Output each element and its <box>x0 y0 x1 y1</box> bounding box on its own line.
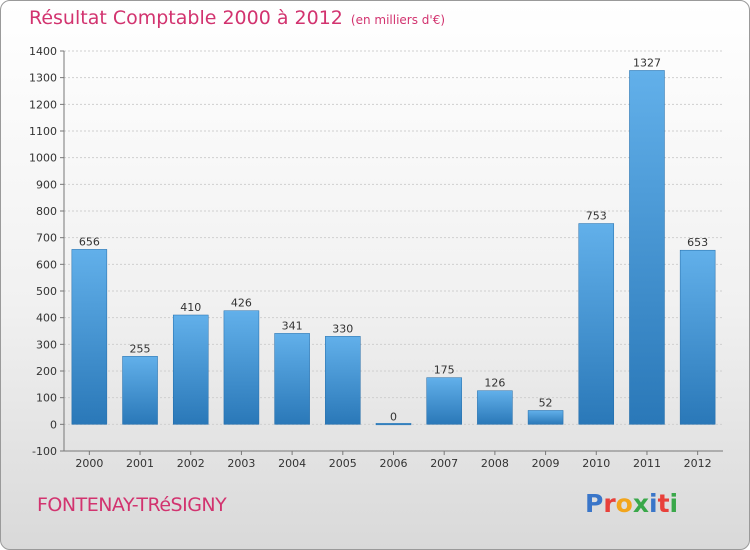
value-label-2011: 1327 <box>633 56 661 69</box>
y-tick-label: 700 <box>36 232 57 245</box>
bar-2002[interactable] <box>172 314 209 425</box>
value-label-2004: 341 <box>282 319 303 332</box>
value-label-2002: 410 <box>180 301 201 314</box>
bar-2004[interactable] <box>274 333 310 425</box>
value-label-2003: 426 <box>231 297 252 310</box>
bar-2000[interactable] <box>71 249 108 425</box>
bar-2007[interactable] <box>426 377 462 425</box>
value-label-2008: 126 <box>484 377 505 390</box>
bar-2009[interactable] <box>527 410 564 425</box>
y-tick-label: -100 <box>32 445 57 458</box>
y-tick-label: 1000 <box>29 152 57 165</box>
logo-letter: x <box>632 489 649 518</box>
axes <box>60 50 723 455</box>
chart-unit: (en milliers d'€) <box>350 13 446 27</box>
bar-2006[interactable] <box>375 423 412 426</box>
y-tick-label: 300 <box>36 338 57 351</box>
bar-2012[interactable] <box>679 249 716 425</box>
x-tick-label-2005: 2005 <box>329 457 357 470</box>
y-tick-label: 800 <box>36 205 57 218</box>
city-name: FONTENAY-TRéSIGNY <box>37 494 227 516</box>
bar-2005[interactable] <box>325 336 361 425</box>
x-tick-label-2002: 2002 <box>177 457 205 470</box>
x-tick-label-2003: 2003 <box>227 457 255 470</box>
y-tick-label: 200 <box>36 365 57 378</box>
logo-letter: r <box>603 489 616 518</box>
value-label-2001: 255 <box>130 342 151 355</box>
x-tick-label-2012: 2012 <box>684 457 712 470</box>
x-tick-label-2001: 2001 <box>126 457 154 470</box>
x-tick-label-2008: 2008 <box>481 457 509 470</box>
y-tick-label: 1100 <box>29 125 57 138</box>
y-tick-label: 1200 <box>29 98 57 111</box>
bar-2003[interactable] <box>223 310 260 425</box>
x-tick-label-2006: 2006 <box>380 457 408 470</box>
x-tick-label-2000: 2000 <box>75 457 103 470</box>
x-tick-label-2010: 2010 <box>582 457 610 470</box>
value-label-2009: 52 <box>539 396 553 409</box>
y-tick-label: 1300 <box>29 72 57 85</box>
chart-title: Résultat Comptable 2000 à 2012 (en millie… <box>29 7 445 29</box>
x-tick-label-2004: 2004 <box>278 457 306 470</box>
labels: -100 0 100 200 300 400 500 600 700 800 900 1000 1100… <box>29 45 712 470</box>
bar-2008[interactable] <box>477 390 513 425</box>
value-label-2007: 175 <box>434 364 455 377</box>
y-tick-label: 600 <box>36 258 57 271</box>
y-tick-label: 500 <box>36 285 57 298</box>
proxiti-logo[interactable]: Proxiti <box>585 489 678 518</box>
x-tick-label-2011: 2011 <box>633 457 661 470</box>
logo-letter: o <box>615 489 633 518</box>
logo-letter: P <box>585 489 604 518</box>
bar-2001[interactable] <box>122 356 158 425</box>
x-tick-label-2007: 2007 <box>430 457 458 470</box>
logo-letter: t <box>657 489 670 518</box>
value-label-2006: 0 <box>390 410 397 423</box>
logo-letter: i <box>649 489 658 518</box>
logo-letter: i <box>669 489 679 518</box>
value-label-2000: 656 <box>79 235 100 248</box>
grid-lines <box>64 50 723 452</box>
y-tick-label: 400 <box>36 312 57 325</box>
bar-2011[interactable] <box>629 70 665 425</box>
y-tick-label: 100 <box>36 392 57 405</box>
chart-title-text: Résultat Comptable 2000 à 2012 <box>29 7 343 29</box>
value-label-2005: 330 <box>332 322 353 335</box>
bars <box>71 70 716 426</box>
y-tick-label: 900 <box>36 178 57 191</box>
x-tick-label-2009: 2009 <box>532 457 560 470</box>
value-label-2010: 753 <box>586 210 607 223</box>
y-tick-label: 0 <box>50 418 57 431</box>
y-tick-label: 1400 <box>29 45 57 58</box>
bar-2010[interactable] <box>578 223 615 425</box>
value-label-2012: 653 <box>687 236 708 249</box>
